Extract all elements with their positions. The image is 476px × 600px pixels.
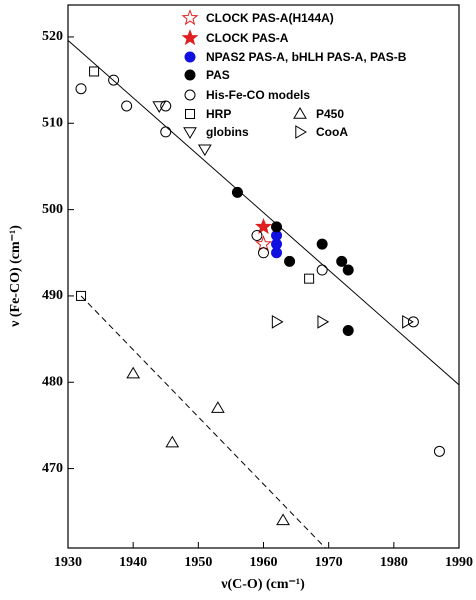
marker <box>197 144 212 157</box>
legend-label: His-Fe-CO models <box>206 88 310 102</box>
legend-marker <box>181 9 199 26</box>
marker <box>271 247 283 259</box>
legend-label: P450 <box>316 107 344 121</box>
legend-marker <box>295 125 307 139</box>
y-tick-label: 490 <box>42 288 63 303</box>
y-tick-label: 480 <box>42 374 63 389</box>
legend-marker <box>181 29 199 46</box>
marker <box>108 74 120 86</box>
marker <box>316 238 328 250</box>
legend-marker <box>184 69 196 81</box>
marker <box>342 264 354 276</box>
marker <box>160 126 172 138</box>
legend-label: globins <box>206 125 249 139</box>
marker <box>407 316 419 328</box>
marker <box>258 247 269 259</box>
y-axis-label: ν (Fe-CO) (cm⁻¹) <box>8 225 23 328</box>
marker <box>231 186 243 198</box>
x-tick-label: 1930 <box>54 555 82 570</box>
fit-line <box>67 40 460 386</box>
x-tick-label: 1980 <box>380 555 408 570</box>
marker <box>165 435 180 448</box>
x-tick-label: 1960 <box>250 555 278 570</box>
legend-label: CLOCK PAS-A <box>206 31 289 45</box>
marker <box>126 366 141 379</box>
x-tick-label: 1990 <box>445 555 473 570</box>
marker <box>342 324 354 336</box>
fit-line <box>80 295 326 549</box>
x-tick-label: 1970 <box>315 555 343 570</box>
marker <box>304 273 315 284</box>
legend-label: HRP <box>206 107 231 121</box>
marker <box>75 83 87 95</box>
marker <box>271 221 283 233</box>
y-tick-label: 520 <box>42 29 63 44</box>
legend-marker <box>184 89 196 101</box>
marker <box>316 264 328 276</box>
legend-label: NPAS2 PAS-A, bHLH PAS-A, PAS-B <box>206 50 407 64</box>
y-tick-label: 500 <box>42 202 63 217</box>
legend-label: PAS <box>206 68 230 82</box>
marker <box>160 100 172 112</box>
marker <box>255 218 272 235</box>
marker <box>152 101 167 113</box>
legend-marker <box>293 107 307 119</box>
legend-marker <box>184 51 196 63</box>
plot-frame <box>67 4 460 549</box>
marker <box>336 255 348 267</box>
marker <box>251 229 263 241</box>
marker <box>276 513 290 526</box>
marker <box>89 66 100 77</box>
legend-marker <box>185 109 195 119</box>
marker <box>317 314 330 329</box>
marker <box>121 100 133 112</box>
x-tick-label: 1940 <box>119 555 147 570</box>
legend-marker <box>183 127 197 139</box>
marker <box>284 255 296 267</box>
legend-label: CLOCK PAS-A(H144A) <box>206 11 334 25</box>
marker <box>76 290 87 301</box>
legend-label: CooA <box>316 125 348 139</box>
marker <box>271 314 284 329</box>
marker <box>402 314 414 329</box>
marker <box>433 445 445 457</box>
x-tick-label: 1950 <box>184 555 212 570</box>
marker <box>211 401 225 413</box>
x-axis-label: ν(C-O) (cm⁻¹) <box>220 577 305 592</box>
y-tick-label: 510 <box>42 115 63 130</box>
y-tick-label: 470 <box>42 461 63 476</box>
